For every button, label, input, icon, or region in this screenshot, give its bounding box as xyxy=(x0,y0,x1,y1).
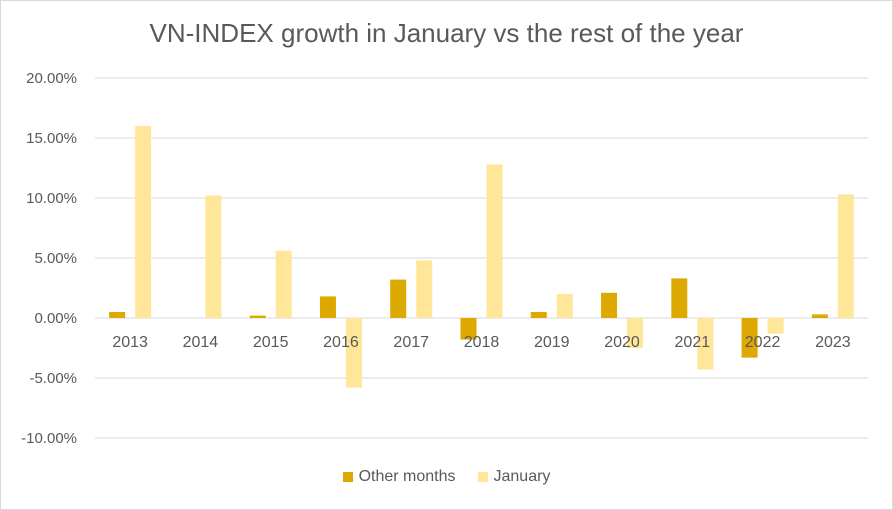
x-tick-label: 2015 xyxy=(253,334,289,351)
bar-other-months-2020 xyxy=(601,292,618,318)
bar-january-2015 xyxy=(275,250,292,318)
bar-january-2016 xyxy=(345,318,362,388)
legend-label-other-months: Other months xyxy=(358,468,456,485)
y-tick-label: -5.00% xyxy=(29,370,77,387)
bar-other-months-2017 xyxy=(390,279,407,318)
bar-other-months-2013 xyxy=(109,312,126,318)
bar-january-2013 xyxy=(135,126,152,318)
bar-other-months-2018 xyxy=(460,318,477,340)
x-tick-label: 2014 xyxy=(183,334,219,351)
legend-label-january: January xyxy=(493,468,551,485)
chart-legend: Other months January xyxy=(0,468,893,486)
y-tick-label: 15.00% xyxy=(26,130,77,147)
x-tick-label: 2013 xyxy=(112,334,148,351)
bar-january-2020 xyxy=(627,318,644,348)
x-tick-label: 2018 xyxy=(464,334,500,351)
bar-other-months-2022 xyxy=(741,318,758,358)
bar-other-months-2016 xyxy=(319,296,336,318)
bar-january-2022 xyxy=(767,318,784,334)
bar-january-2021 xyxy=(697,318,714,370)
bar-january-2017 xyxy=(416,260,433,318)
x-tick-label: 2019 xyxy=(534,334,570,351)
y-tick-label: 20.00% xyxy=(26,70,77,87)
x-tick-label: 2021 xyxy=(675,334,711,351)
bar-other-months-2023 xyxy=(811,314,828,318)
x-tick-label: 2020 xyxy=(604,334,640,351)
y-tick-label: 10.00% xyxy=(26,190,77,207)
legend-item-january: January xyxy=(477,468,551,486)
bar-january-2018 xyxy=(486,164,503,318)
bar-january-2023 xyxy=(837,194,854,318)
bar-january-2019 xyxy=(556,294,573,318)
x-tick-label: 2016 xyxy=(323,334,359,351)
y-tick-label: 5.00% xyxy=(34,250,77,267)
x-tick-label: 2017 xyxy=(393,334,429,351)
bar-january-2014 xyxy=(205,195,222,318)
legend-swatch-january xyxy=(477,472,488,482)
y-tick-label: -10.00% xyxy=(21,430,77,447)
bar-other-months-2021 xyxy=(671,278,688,318)
legend-swatch-other-months xyxy=(342,472,353,482)
bar-other-months-2019 xyxy=(530,312,547,318)
chart-title: VN-INDEX growth in January vs the rest o… xyxy=(149,18,744,48)
y-tick-label: 0.00% xyxy=(34,310,77,327)
x-tick-label: 2023 xyxy=(815,334,851,351)
legend-item-other-months: Other months xyxy=(342,468,456,486)
bar-other-months-2015 xyxy=(249,315,266,318)
x-tick-label: 2022 xyxy=(745,334,781,351)
